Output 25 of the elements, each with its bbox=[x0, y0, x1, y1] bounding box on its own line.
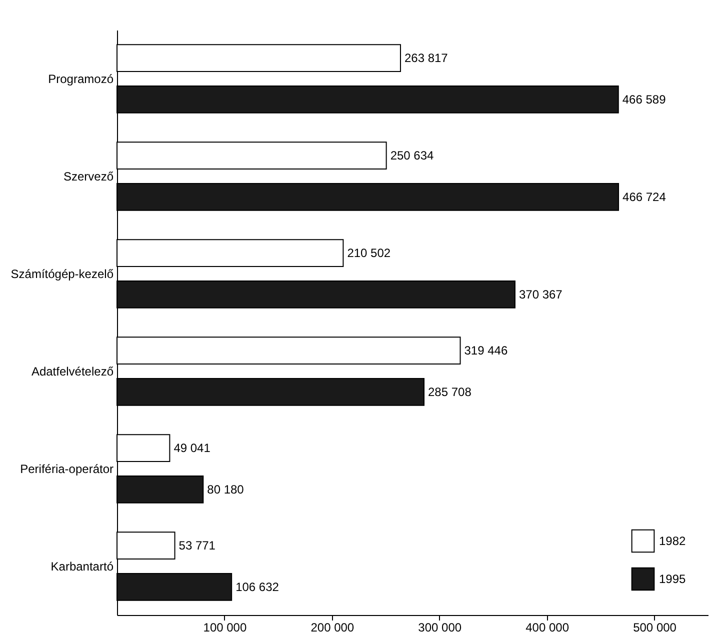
data-label: 250 634 bbox=[390, 148, 434, 163]
y-tick-label: Szervező bbox=[63, 169, 114, 184]
data-label: 80 180 bbox=[207, 482, 244, 496]
x-tick-label: 500 000 bbox=[633, 620, 677, 634]
x-tick-label: 100 000 bbox=[203, 620, 247, 634]
data-label: 319 446 bbox=[464, 344, 508, 358]
y-tick-label: Adatfelvételező bbox=[31, 364, 114, 378]
data-label: 263 817 bbox=[404, 51, 448, 66]
y-tick-label: Programozó bbox=[48, 72, 114, 86]
data-label: 106 632 bbox=[236, 580, 280, 594]
x-tick-label: 400 000 bbox=[526, 620, 570, 634]
data-label: 53 771 bbox=[178, 538, 216, 553]
y-tick-label: Periféria-operátor bbox=[20, 462, 114, 476]
x-tick-label: 300 000 bbox=[418, 620, 462, 634]
data-label: 49 041 bbox=[174, 441, 211, 456]
legend-label: 1982 bbox=[659, 534, 686, 548]
data-label: 210 502 bbox=[347, 246, 391, 260]
x-tick-label: 200 000 bbox=[310, 620, 354, 634]
y-tick-label: Számítógép-kezelő bbox=[10, 266, 114, 281]
data-label: 466 724 bbox=[622, 190, 666, 204]
legend-label: 1995 bbox=[659, 572, 686, 586]
data-label: 285 708 bbox=[428, 384, 472, 399]
data-label: 370 367 bbox=[518, 287, 563, 302]
data-label: 466 589 bbox=[622, 92, 666, 106]
y-tick-label: Karbantartó bbox=[50, 559, 114, 574]
